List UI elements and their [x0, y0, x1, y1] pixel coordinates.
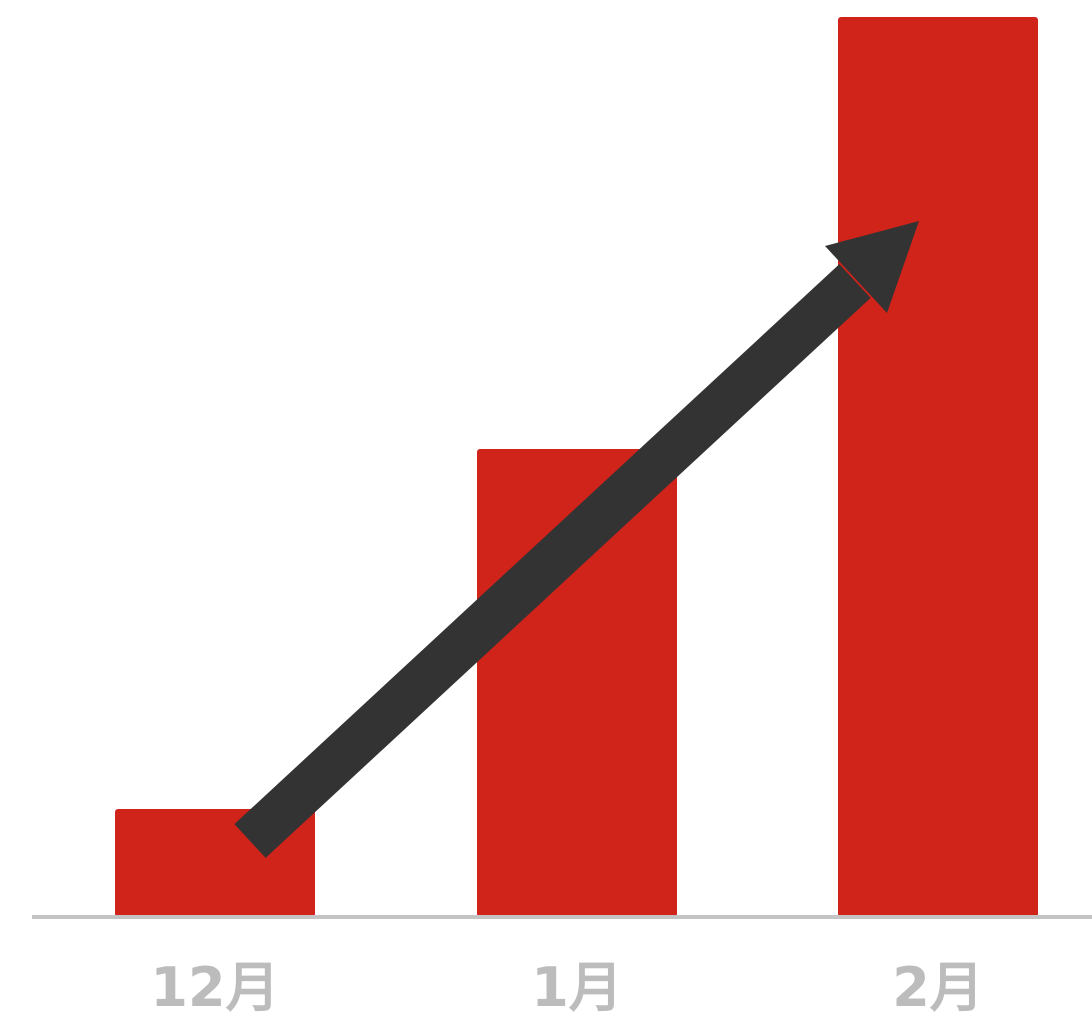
trend-arrow-shaft: [234, 264, 871, 858]
bar-3: [838, 17, 1038, 917]
x-tick-label-2: 1月: [531, 956, 623, 1015]
bars-layer: [115, 17, 1038, 917]
trend-arrow: [234, 221, 919, 858]
tick-labels-layer: 12月 1月 2月: [150, 956, 983, 1015]
trend-arrow-head: [825, 221, 919, 313]
x-tick-label-1: 12月: [150, 956, 279, 1015]
x-tick-label-3: 2月: [892, 956, 984, 1015]
